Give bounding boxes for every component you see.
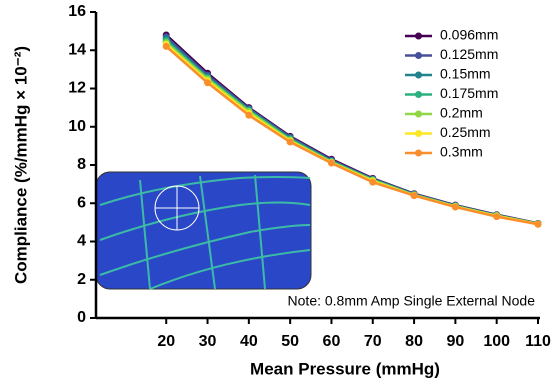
legend-label: 0.125mm — [440, 46, 498, 62]
point — [245, 111, 253, 119]
series-line — [165, 45, 539, 226]
legend-label: 0.096mm — [440, 27, 498, 43]
y-tick-label: 14 — [68, 41, 86, 58]
legend-label: 0.2mm — [440, 105, 483, 121]
y-tick-label: 16 — [68, 3, 86, 20]
annotation: Note: 0.8mm Amp Single External Node — [288, 293, 536, 309]
point — [534, 220, 542, 228]
y-tick-label: 0 — [77, 309, 86, 326]
inset-image — [95, 171, 312, 290]
legend-label: 0.15mm — [440, 66, 491, 82]
y-tick-label: 6 — [77, 194, 86, 211]
x-axis-title: Mean Pressure (mmHg) — [250, 359, 440, 378]
legend-marker — [415, 32, 422, 40]
legend-marker — [415, 52, 422, 59]
point — [204, 79, 212, 87]
x-tick-label: 110 — [525, 333, 551, 350]
legend-marker — [415, 149, 422, 157]
x-tick-label: 100 — [483, 333, 510, 350]
point — [493, 213, 501, 221]
x-tick-label: 40 — [240, 333, 258, 350]
point — [286, 138, 294, 146]
point — [327, 159, 335, 167]
legend-label: 0.175mm — [440, 85, 498, 101]
legend-marker — [415, 110, 422, 118]
point — [451, 203, 459, 211]
y-tick-label: 4 — [77, 233, 86, 250]
x-tick-label: 90 — [446, 333, 464, 350]
legend-marker — [415, 91, 422, 98]
legend-label: 0.25mm — [440, 124, 491, 140]
x-tick-label: 80 — [405, 333, 423, 350]
x-tick-label: 60 — [323, 333, 341, 350]
point — [410, 192, 418, 200]
point — [162, 42, 170, 50]
y-tick-label: 12 — [68, 80, 86, 97]
legend-marker — [415, 71, 422, 79]
y-tick-label: 2 — [77, 271, 86, 288]
x-tick-label: 20 — [157, 333, 175, 350]
legend-label: 0.3mm — [440, 144, 483, 160]
x-tick-label: 30 — [199, 333, 217, 350]
y-axis-title: Compliance (%/mmHg × 10⁻²) — [11, 46, 30, 284]
x-tick-label: 50 — [281, 333, 299, 350]
x-tick-label: 70 — [364, 333, 382, 350]
point — [369, 178, 377, 186]
y-tick-label: 10 — [68, 118, 86, 135]
y-tick-label: 8 — [77, 156, 86, 173]
legend-marker — [415, 130, 422, 137]
